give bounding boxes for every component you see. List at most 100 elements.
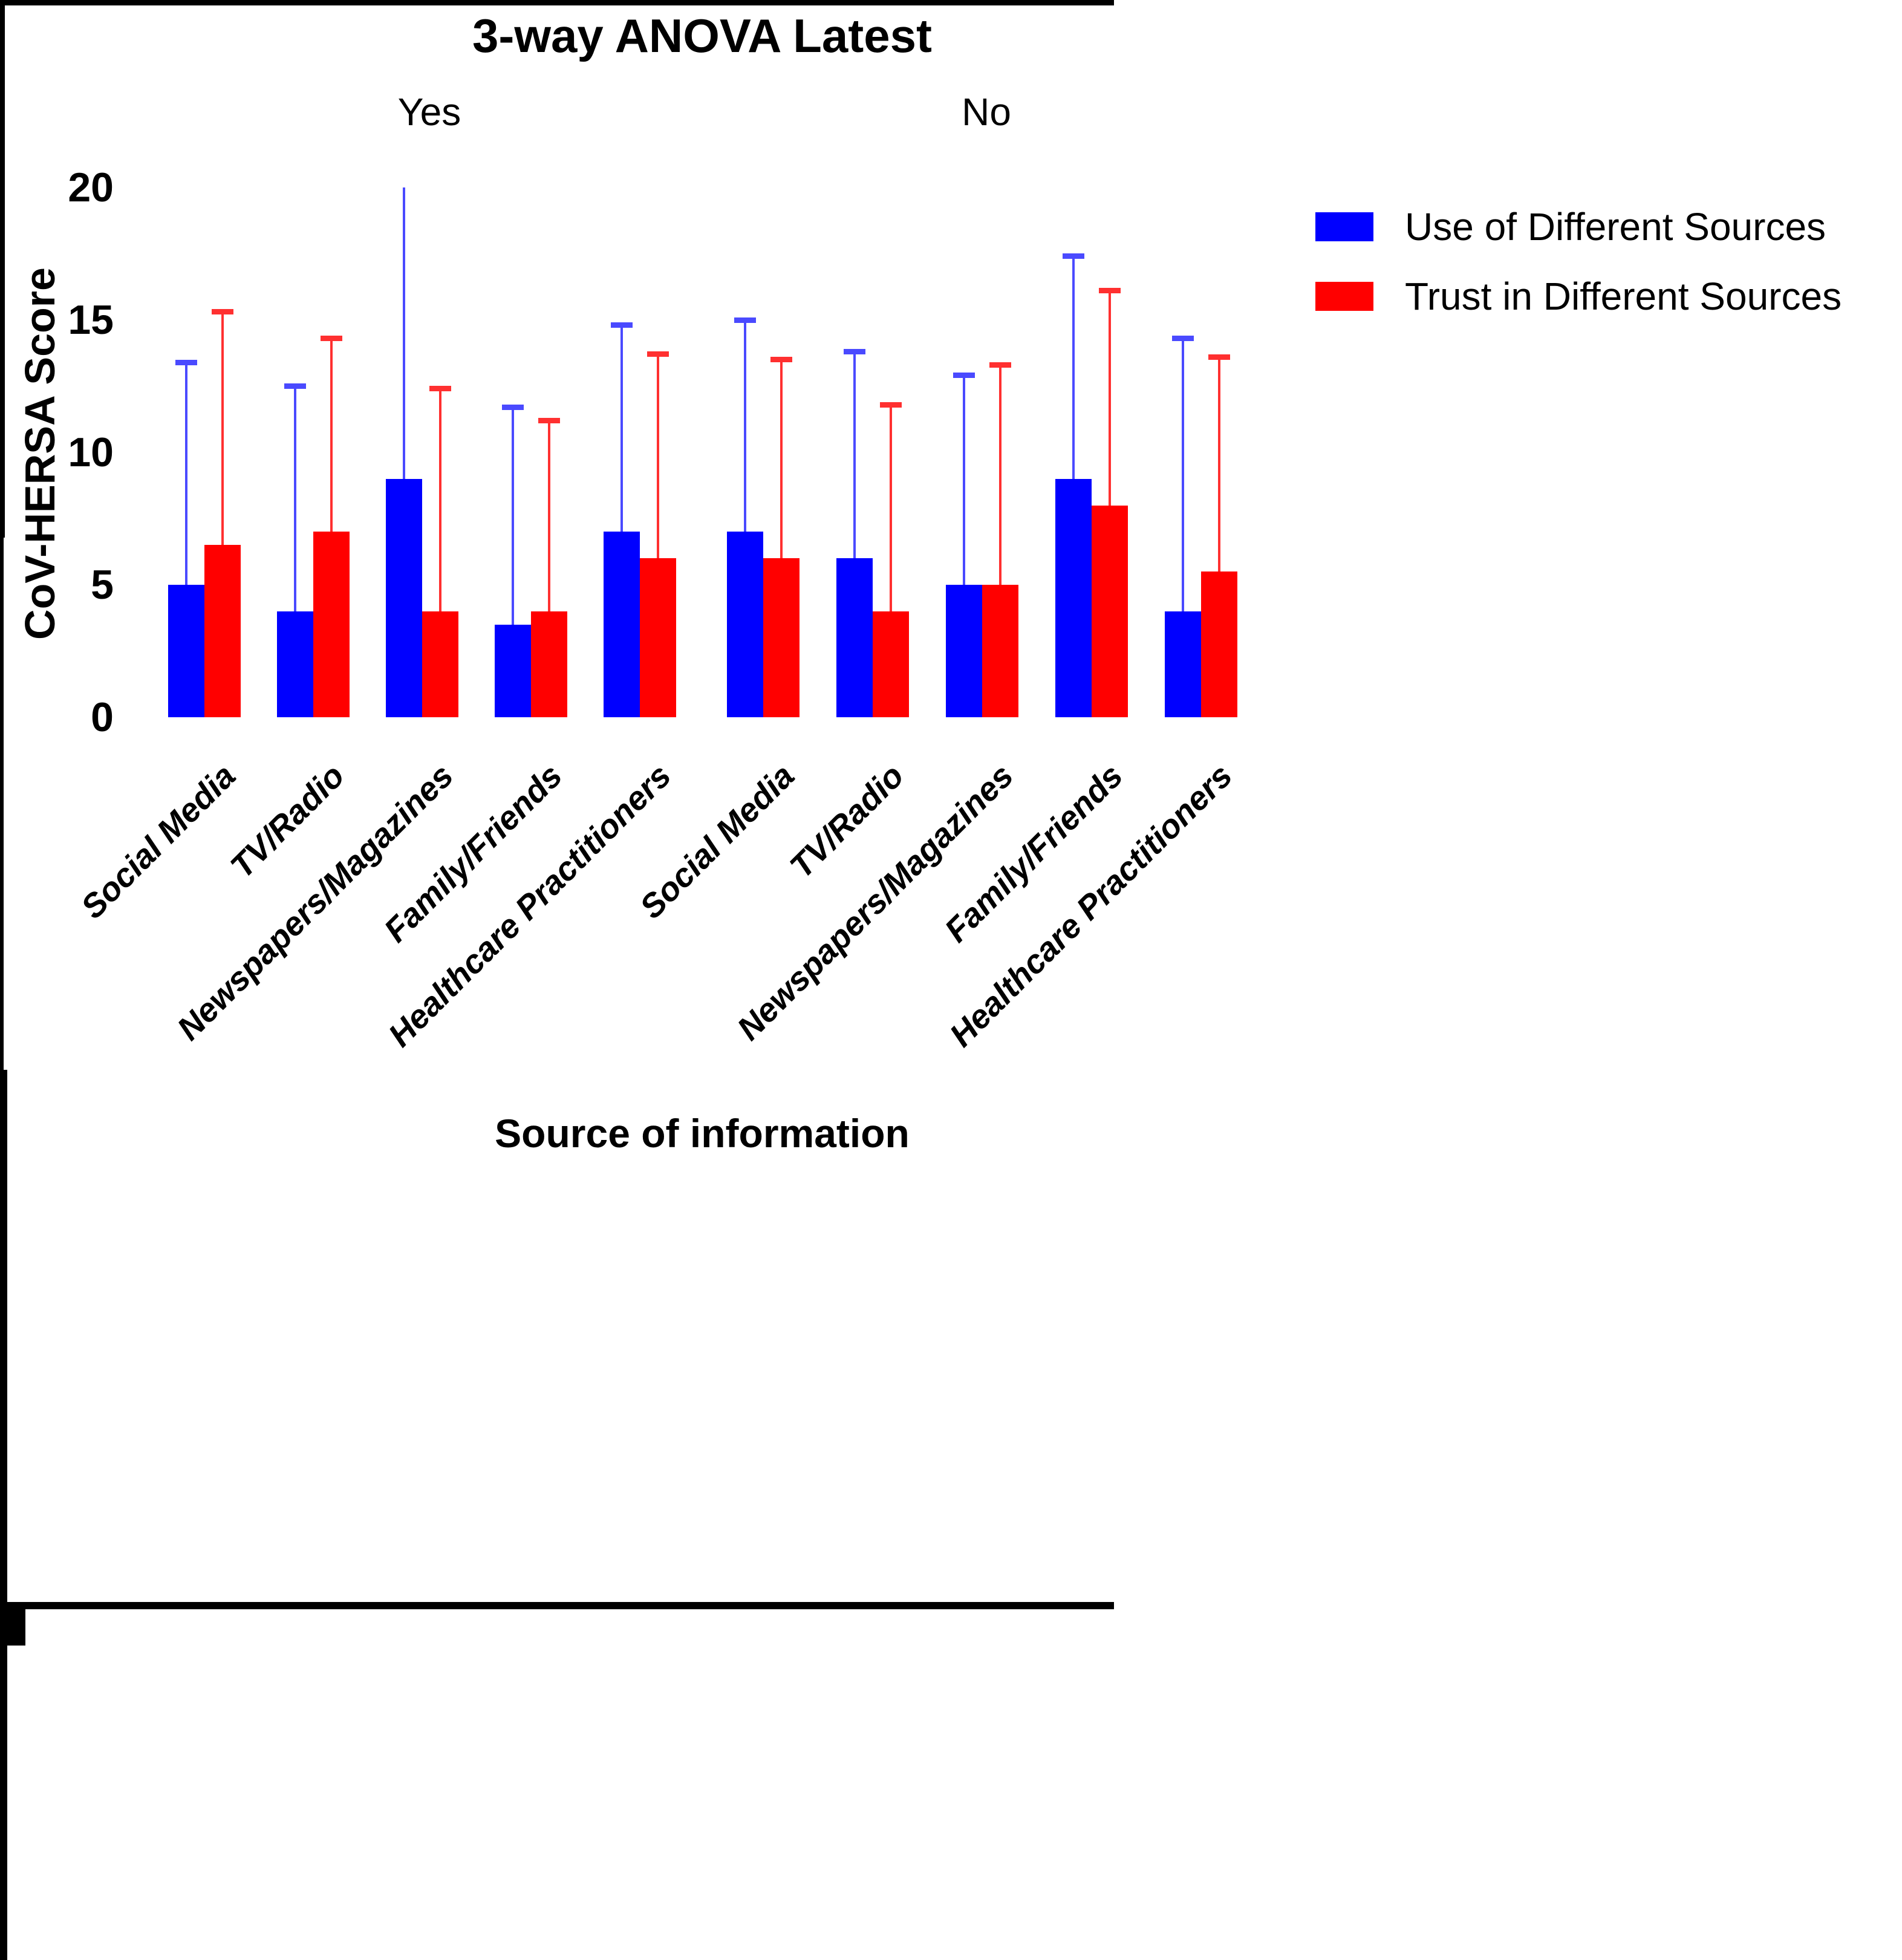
error-bar-line: [330, 338, 333, 532]
error-bar-line: [1109, 290, 1111, 506]
facet-header-no: No: [962, 90, 1011, 134]
error-bar-cap: [1208, 354, 1230, 360]
x-category-label: Family/Friends: [376, 757, 570, 949]
x-axis-title: Source of information: [495, 1111, 910, 1156]
error-bar-cap: [1063, 253, 1084, 259]
y-tick-label: 20: [68, 164, 114, 210]
x-category-label: Healthcare Practitioners: [942, 757, 1240, 1054]
x-tick: [0, 1866, 7, 1897]
x-category-label: Family/Friends: [937, 757, 1130, 949]
error-bar-line: [221, 311, 224, 545]
bar-use: [386, 478, 422, 717]
bar-use: [946, 585, 982, 717]
error-bar-line: [548, 420, 550, 611]
bar-use: [495, 624, 531, 717]
plot-frame-right: [0, 5, 5, 538]
error-bar-cap: [502, 405, 524, 411]
y-tick-label: 0: [91, 694, 114, 740]
error-bar-cap: [212, 309, 233, 315]
x-tick: [0, 1803, 7, 1834]
y-tick: [0, 1638, 25, 1646]
error-bar-cap: [1099, 288, 1121, 294]
legend-label-trust: Trust in Different Sources: [1405, 275, 1842, 318]
error-bar-cap: [844, 349, 865, 355]
error-bar-line: [999, 365, 1001, 585]
y-tick: [0, 1609, 25, 1617]
bar-trust: [313, 532, 350, 717]
bar-use: [1165, 611, 1201, 717]
error-bar-line: [512, 407, 514, 625]
error-bar-cap: [734, 317, 756, 323]
x-tick: [0, 1929, 7, 1960]
y-tick: [0, 1624, 25, 1631]
legend-swatch-use: [1315, 212, 1373, 241]
x-tick: [0, 1646, 7, 1677]
error-bar-cap: [284, 383, 306, 389]
bar-trust: [1201, 571, 1237, 717]
bar-use: [277, 611, 313, 717]
error-bar-cap: [1172, 336, 1194, 342]
plot-area: 0 5 10 15 20 Social Media TV/Radio Newspapers/M…: [0, 0, 1240, 1960]
error-bar-line: [439, 388, 441, 611]
error-bar-line: [403, 187, 405, 479]
error-bar-line: [1182, 338, 1184, 611]
y-tick-label: 5: [91, 562, 114, 608]
error-bar-cap: [989, 362, 1011, 368]
y-tick-label: 15: [68, 297, 114, 343]
error-bar-line: [780, 359, 783, 559]
facet-header-yes: Yes: [397, 90, 461, 134]
x-category-label: Newspapers/Magazines: [169, 757, 461, 1047]
legend-label-use: Use of Different Sources: [1405, 205, 1826, 249]
error-bar-cap: [611, 322, 633, 328]
x-category-label: Newspapers/Magazines: [729, 757, 1021, 1047]
error-bar-cap: [321, 336, 342, 342]
y-tick-label: 10: [68, 429, 114, 475]
bar-trust: [640, 558, 676, 717]
legend-item-use: Use of Different Sources: [1315, 206, 1826, 248]
error-bar-line: [744, 320, 746, 532]
error-bar-cap: [538, 417, 560, 423]
x-category-label: TV/Radio: [782, 757, 911, 885]
error-bar-line: [1218, 357, 1220, 572]
bar-trust: [763, 558, 800, 717]
x-tick: [0, 1708, 7, 1740]
error-bar-line: [657, 354, 659, 559]
y-tick: [0, 1631, 25, 1638]
error-bar-cap: [770, 357, 792, 363]
error-bar-cap: [175, 359, 197, 365]
bar-use: [604, 532, 640, 717]
x-tick: [0, 1897, 7, 1929]
error-bar-cap: [647, 351, 669, 357]
error-bar-cap: [953, 373, 975, 379]
x-tick: [0, 1771, 7, 1803]
x-tick: [0, 1677, 7, 1708]
error-bar-cap: [429, 386, 451, 392]
bar-trust: [873, 611, 909, 717]
legend-swatch-trust: [1315, 282, 1373, 311]
anova-bar-chart-figure: 3-way ANOVA Latest Yes No CoV-HERSA Scor…: [0, 0, 1842, 1960]
bar-use: [836, 558, 873, 717]
bar-trust: [982, 585, 1018, 717]
error-bar-line: [1072, 256, 1075, 479]
bar-trust: [422, 611, 458, 717]
error-bar-line: [620, 325, 623, 532]
error-bar-line: [185, 362, 187, 585]
plot-frame-top: [0, 0, 1114, 5]
x-tick: [0, 1834, 7, 1866]
x-tick: [0, 1740, 7, 1771]
bar-trust: [204, 545, 241, 717]
bar-use: [727, 532, 763, 717]
y-tick: [0, 1617, 25, 1624]
y-axis-line: [0, 1070, 7, 1602]
bar-use: [1055, 478, 1092, 717]
error-bar-line: [963, 375, 965, 585]
error-bar-line: [890, 405, 892, 611]
error-bar-line: [853, 351, 856, 559]
panel-divider: [0, 538, 4, 1070]
bar-use: [168, 585, 204, 717]
x-axis-line: [0, 1602, 1114, 1609]
bar-trust: [1092, 505, 1128, 717]
bar-trust: [531, 611, 567, 717]
error-bar-line: [294, 386, 296, 611]
legend-item-trust: Trust in Different Sources: [1315, 275, 1842, 317]
